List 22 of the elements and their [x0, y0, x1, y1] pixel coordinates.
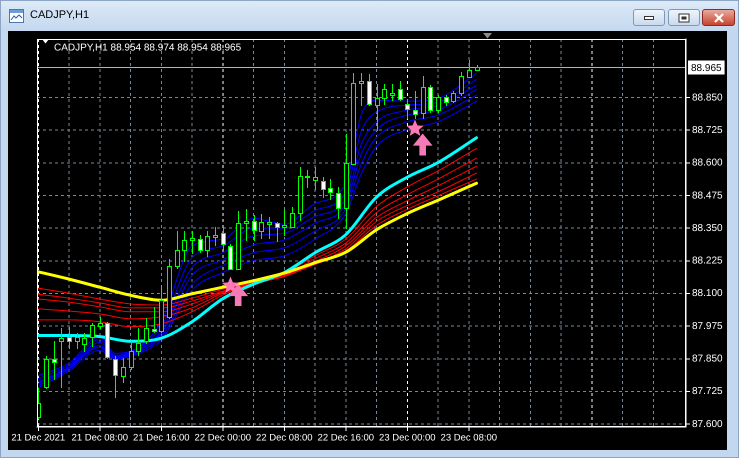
y-tick-label: 87.725	[692, 386, 724, 398]
x-tick-label: 22 Dec 00:00	[194, 432, 252, 444]
chart-subtitle: CADJPY,H1 88.954 88.974 88.954 88.965	[54, 42, 242, 54]
y-tick-label: 88.850	[692, 92, 724, 104]
chart-title: CADJPY,H1	[30, 9, 90, 22]
x-tick-label: 23 Dec 08:00	[440, 432, 498, 444]
y-tick-label: 87.850	[692, 354, 724, 365]
x-tick-label: 21 Dec 08:00	[72, 432, 128, 444]
ref-line-label: 88.965	[691, 62, 722, 74]
y-tick-label: 88.350	[692, 222, 724, 234]
x-tick-label: 21 Dec 16:00	[133, 432, 190, 444]
y-tick-label: 87.600	[692, 418, 724, 430]
x-tick-label: 22 Dec 08:00	[256, 432, 313, 444]
y-tick-label: 87.975	[692, 320, 724, 332]
y-tick-label: 88.225	[692, 256, 724, 267]
x-tick-label: 22 Dec 16:00	[318, 432, 374, 444]
y-tick-label: 88.725	[692, 124, 724, 136]
y-tick-label: 88.475	[692, 190, 724, 202]
y-tick-label: 88.100	[692, 288, 724, 300]
y-tick-label: 88.600	[692, 158, 724, 169]
x-tick-label: 21 Dec 2021	[11, 432, 66, 444]
x-tick-label: 23 Dec 00:00	[379, 432, 436, 444]
